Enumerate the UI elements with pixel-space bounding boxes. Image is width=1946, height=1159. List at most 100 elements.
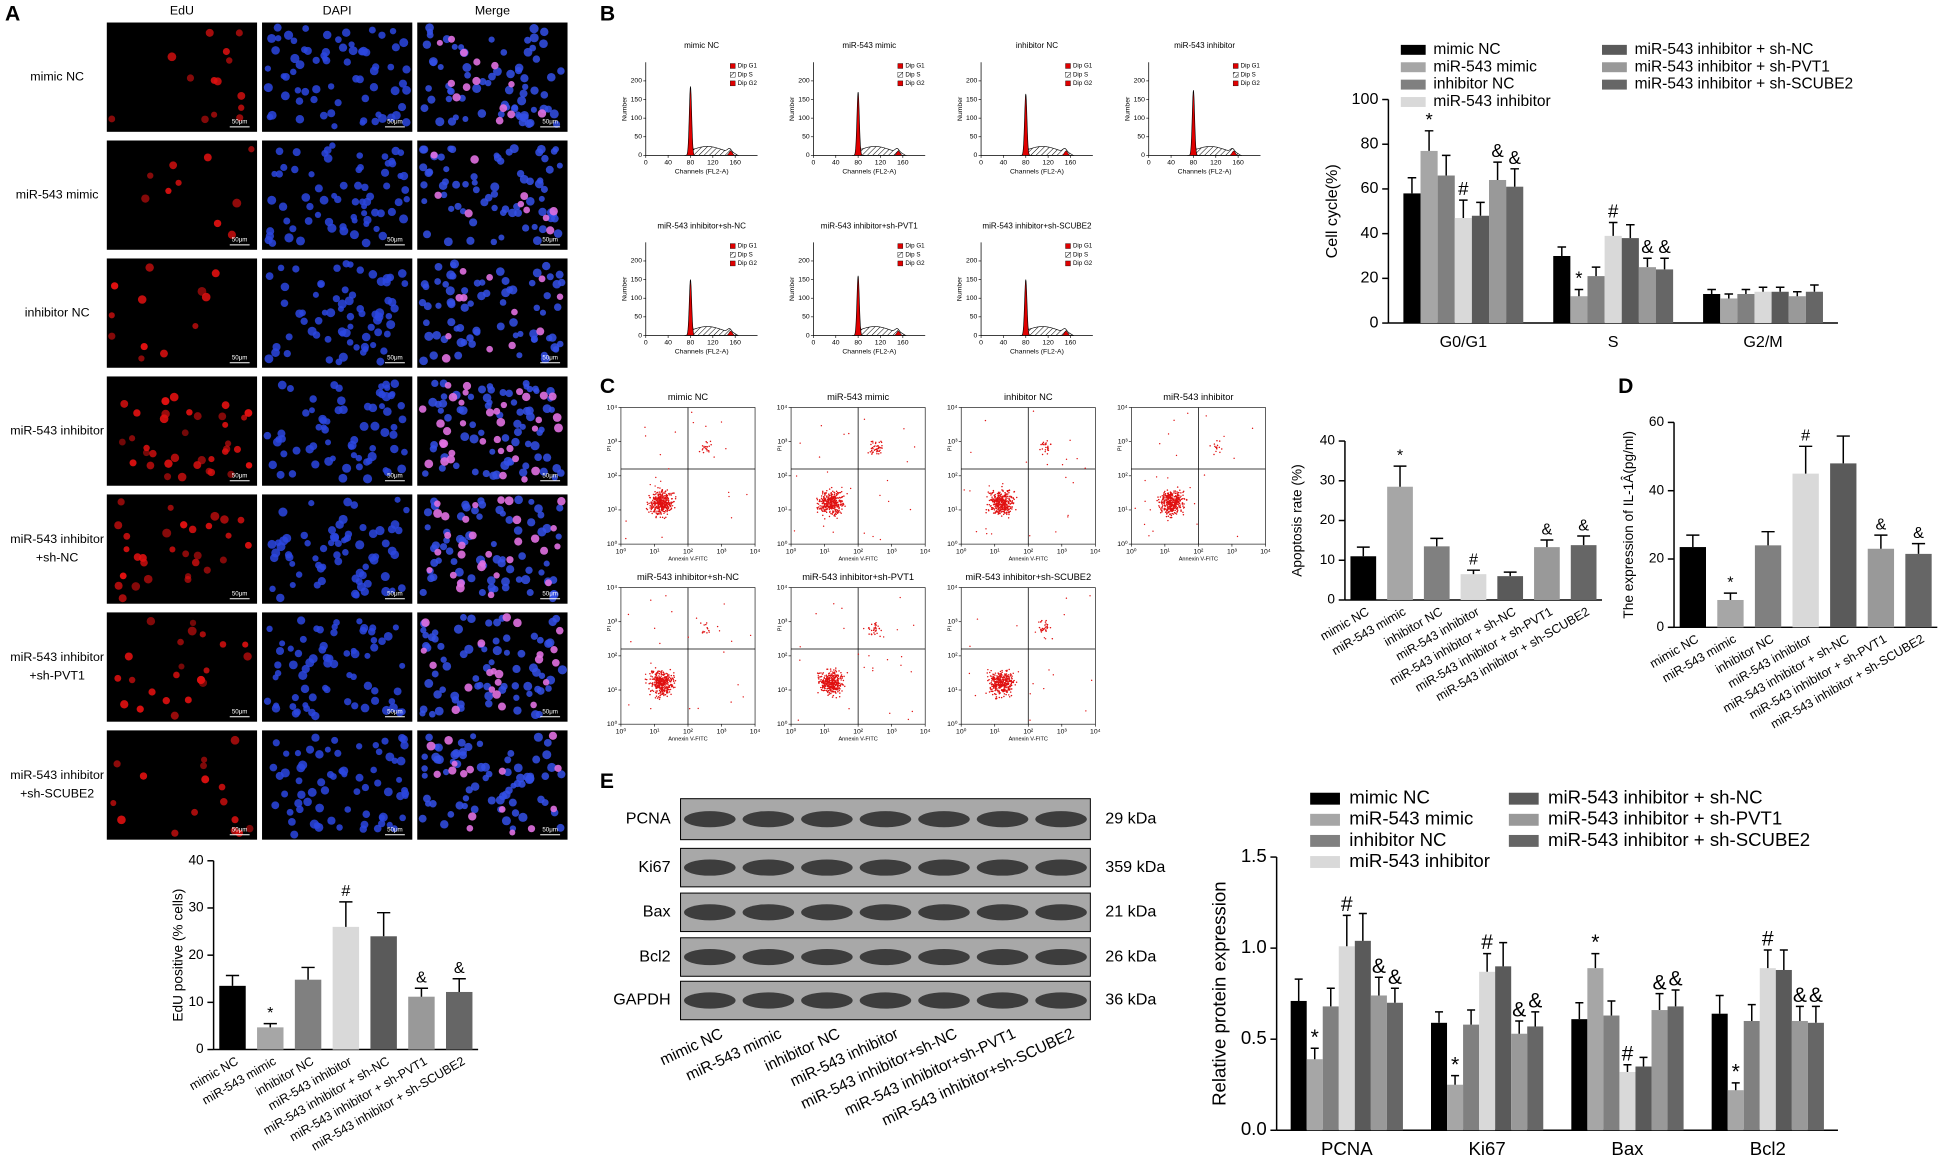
flow-event <box>656 500 659 503</box>
y-tick-label: 60 <box>1361 179 1379 197</box>
flow-x-tick-label: 10¹ <box>990 548 1001 555</box>
edu-nucleus <box>123 532 131 540</box>
flow-event <box>820 688 823 691</box>
nucleus <box>525 412 535 422</box>
flow-event <box>830 501 832 504</box>
histogram-x-tick-label: 40 <box>664 160 672 167</box>
merged-nucleus <box>554 543 561 550</box>
flow-event <box>648 502 650 505</box>
flow-event <box>833 505 836 507</box>
flow-event <box>831 502 833 505</box>
edu-nucleus <box>119 572 127 580</box>
legend-swatch <box>1400 79 1426 90</box>
blot-band <box>859 948 912 966</box>
nucleus <box>361 210 368 217</box>
flow-event <box>670 674 673 677</box>
flow-event <box>837 681 839 684</box>
flow-event <box>702 630 704 633</box>
nucleus <box>398 269 407 278</box>
flow-event <box>998 690 1000 692</box>
nucleus <box>361 238 371 248</box>
histogram-g1-peak <box>1187 90 1201 156</box>
flow-event <box>974 694 977 697</box>
nucleus <box>283 349 291 358</box>
row-label: mimic NC <box>30 69 84 83</box>
histogram-y-tick-label: 100 <box>631 115 643 122</box>
nucleus <box>330 381 339 389</box>
nucleus <box>319 544 328 553</box>
scale-bar-label: 50μm <box>387 119 403 126</box>
error-bar <box>1761 530 1775 546</box>
merged-nucleus <box>424 459 434 469</box>
flow-event <box>656 492 658 494</box>
legend-label: mimic NC <box>1349 787 1430 808</box>
flow-event <box>874 633 876 636</box>
merged-nucleus <box>487 591 495 599</box>
flow-event <box>991 496 993 498</box>
flow-event <box>653 511 656 513</box>
flow-event <box>827 505 829 508</box>
x-tick-label: G0/G1 <box>1440 333 1488 351</box>
nucleus <box>308 500 315 507</box>
nucleus <box>358 310 366 318</box>
nucleus <box>430 558 439 567</box>
nucleus <box>367 323 375 331</box>
bar <box>1290 1000 1307 1131</box>
flow-event <box>976 618 979 620</box>
histogram-y-tick-label: 100 <box>631 295 643 302</box>
edu-nucleus <box>237 91 246 100</box>
flow-event <box>836 509 839 511</box>
histogram-legend-label: Dip G2 <box>1073 80 1093 87</box>
flow-event <box>1000 686 1003 688</box>
nucleus <box>277 380 287 390</box>
merged-nucleus <box>444 736 453 745</box>
flow-event <box>1055 531 1057 533</box>
legend-swatch <box>1602 62 1627 73</box>
nucleus <box>427 95 436 104</box>
flow-event <box>985 528 987 530</box>
flow-event <box>1041 627 1044 630</box>
nucleus <box>356 75 364 84</box>
flow-event <box>996 675 998 677</box>
flow-event <box>879 449 881 452</box>
flow-event <box>991 690 993 693</box>
flow-event <box>998 691 1000 693</box>
nucleus <box>380 168 390 177</box>
row-label: +sh-NC <box>36 551 78 565</box>
histogram-legend-swatch <box>1065 63 1071 69</box>
merged-nucleus <box>433 770 441 778</box>
flow-x-label: Annexin V-FITC <box>1009 737 1048 743</box>
flow-event <box>1047 449 1050 452</box>
nucleus <box>306 202 314 211</box>
nucleus <box>286 384 294 392</box>
flow-event <box>1003 693 1006 695</box>
flow-event <box>829 510 831 513</box>
edu-nucleus <box>169 546 176 553</box>
y-tick-label: 20 <box>188 947 204 962</box>
nucleus <box>538 207 547 217</box>
flow-event <box>1001 499 1004 502</box>
flow-event <box>1180 492 1182 494</box>
flow-event <box>823 504 826 506</box>
flow-event <box>1003 511 1006 514</box>
nucleus <box>520 74 529 83</box>
histogram-legend-label: Dip S <box>905 71 920 78</box>
nucleus <box>331 736 339 744</box>
bar <box>408 996 435 1050</box>
nucleus <box>418 814 427 823</box>
nucleus <box>351 702 359 710</box>
flow-event <box>1045 619 1047 622</box>
bar <box>1354 940 1371 1131</box>
flow-event <box>658 689 661 692</box>
flow-x-tick-label: 10¹ <box>820 728 831 735</box>
merged-nucleus <box>473 58 481 66</box>
merged-nucleus <box>479 560 486 567</box>
flow-event <box>627 613 630 616</box>
histogram-y-tick-label: 0 <box>806 332 810 339</box>
merged-nucleus <box>464 683 473 692</box>
error-bar <box>1515 1020 1524 1034</box>
flow-event <box>1166 512 1168 514</box>
nucleus <box>388 698 396 705</box>
histogram-g1-peak <box>852 275 865 336</box>
flow-event <box>833 678 835 681</box>
